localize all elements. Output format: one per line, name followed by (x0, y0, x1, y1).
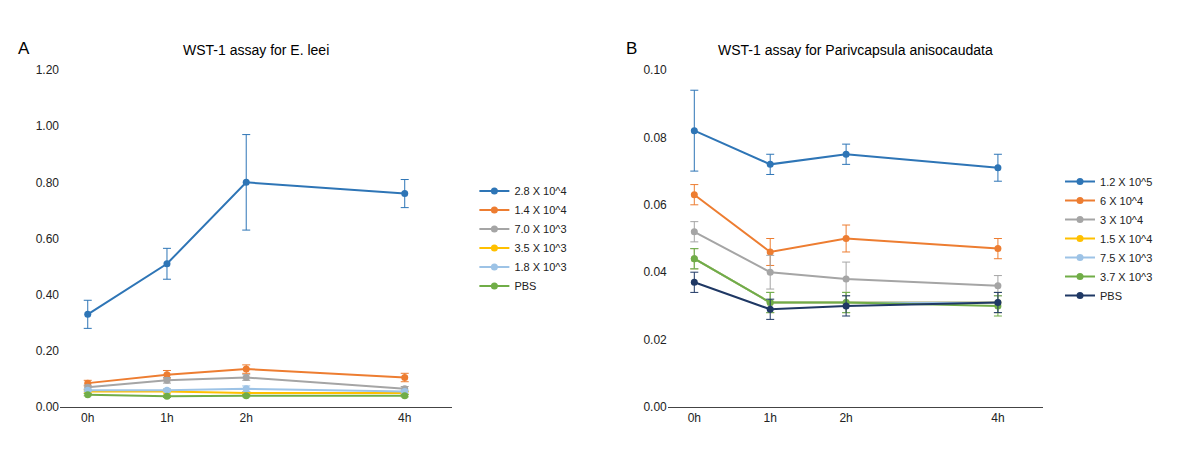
svg-text:1.4 X 10^4: 1.4 X 10^4 (514, 204, 566, 216)
svg-text:0.20: 0.20 (36, 344, 60, 358)
svg-text:1.5 X 10^4: 1.5 X 10^4 (1100, 233, 1152, 245)
svg-text:3 X 10^4: 3 X 10^4 (1100, 214, 1143, 226)
svg-text:1.20: 1.20 (36, 63, 60, 77)
svg-text:2.8 X 10^4: 2.8 X 10^4 (514, 185, 566, 197)
svg-text:3.7 X 10^3: 3.7 X 10^3 (1100, 271, 1152, 283)
svg-text:1h: 1h (764, 411, 777, 425)
svg-text:0.40: 0.40 (36, 288, 60, 302)
svg-text:1.00: 1.00 (36, 119, 60, 133)
svg-text:WST-1 assay for E. leei: WST-1 assay for E. leei (183, 42, 329, 58)
svg-text:0h: 0h (81, 411, 94, 425)
svg-text:1.8 X 10^3: 1.8 X 10^3 (514, 261, 566, 273)
svg-text:0h: 0h (688, 411, 701, 425)
svg-text:A: A (18, 39, 30, 58)
svg-text:4h: 4h (398, 411, 411, 425)
svg-text:0.04: 0.04 (643, 265, 667, 279)
svg-text:0.10: 0.10 (643, 63, 667, 77)
svg-text:7.0 X 10^3: 7.0 X 10^3 (514, 223, 566, 235)
svg-text:0.00: 0.00 (36, 400, 60, 414)
svg-text:1.2 X 10^5: 1.2 X 10^5 (1100, 176, 1152, 188)
svg-text:PBS: PBS (514, 280, 536, 292)
svg-text:0.08: 0.08 (643, 131, 667, 145)
svg-text:1h: 1h (160, 411, 173, 425)
svg-text:7.5 X 10^3: 7.5 X 10^3 (1100, 252, 1152, 264)
svg-text:0.06: 0.06 (643, 198, 667, 212)
svg-text:0.80: 0.80 (36, 176, 60, 190)
svg-text:6 X 10^4: 6 X 10^4 (1100, 195, 1143, 207)
svg-text:4h: 4h (991, 411, 1004, 425)
svg-text:PBS: PBS (1100, 290, 1122, 302)
svg-text:0.00: 0.00 (643, 400, 667, 414)
svg-text:WST-1 assay for Parivcapsula a: WST-1 assay for Parivcapsula anisocaudat… (718, 42, 993, 58)
svg-text:3.5 X 10^3: 3.5 X 10^3 (514, 242, 566, 254)
svg-text:2h: 2h (839, 411, 852, 425)
svg-text:B: B (626, 39, 637, 58)
svg-text:2h: 2h (240, 411, 253, 425)
svg-text:0.02: 0.02 (643, 333, 667, 347)
svg-text:0.60: 0.60 (36, 232, 60, 246)
